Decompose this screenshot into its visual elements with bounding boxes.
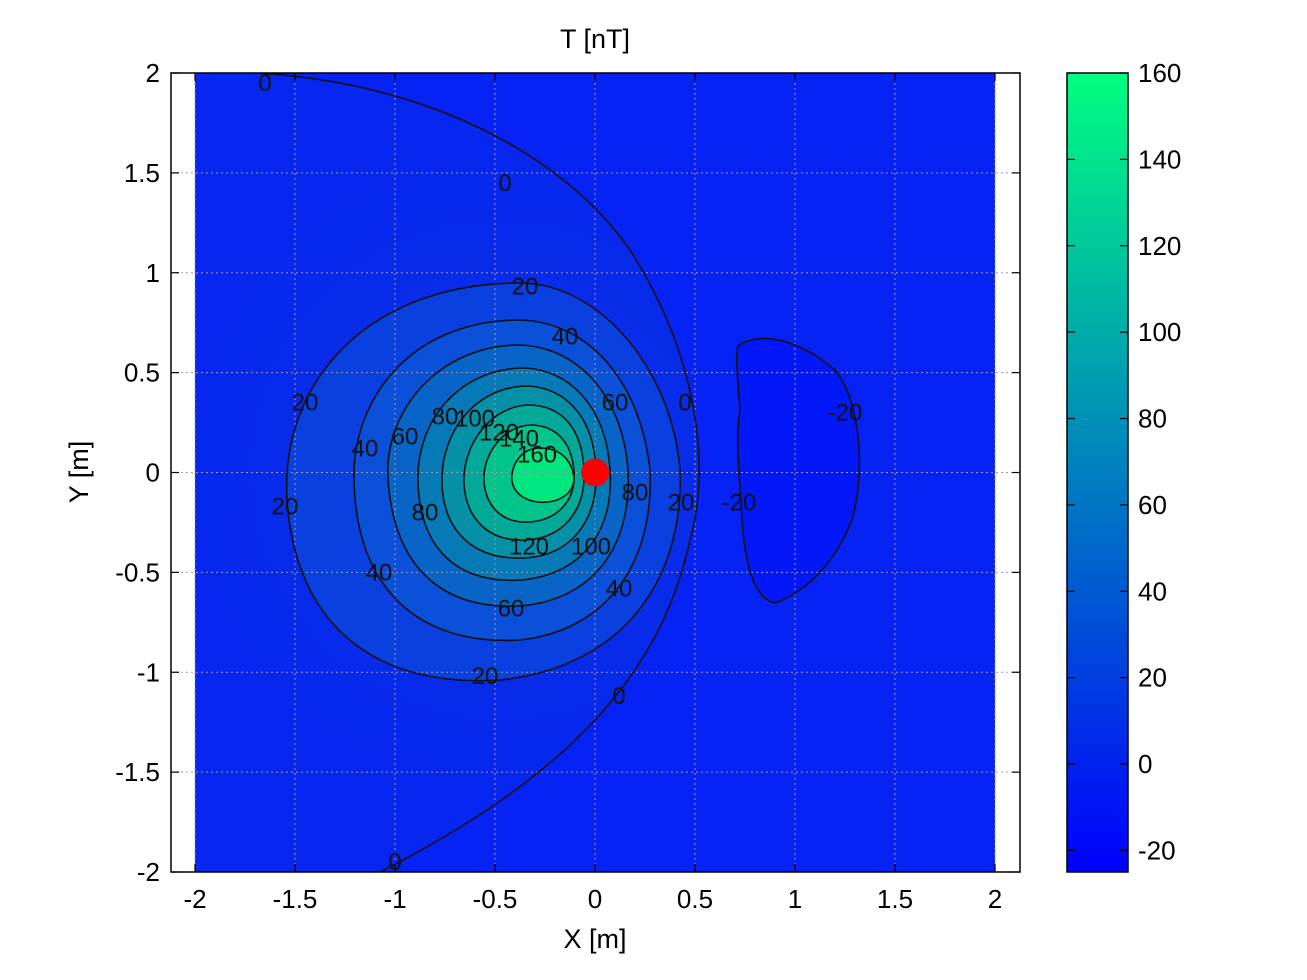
contour-label: 160	[517, 442, 557, 469]
contour-label: 20	[668, 489, 695, 516]
contour-line-60	[387, 344, 630, 607]
contour-label: 80	[432, 404, 459, 431]
x-axis-ticks: -2 -1.5 -1 -0.5 0 0.5 1 1.5 2	[183, 73, 1002, 914]
colorbar-tick-label: 120	[1138, 231, 1181, 261]
colorbar-ticks: 160 140 120 100 80 60 40 20 0 -20	[1067, 58, 1181, 865]
contour-label: 20	[472, 663, 499, 690]
contour-label: 0	[388, 849, 401, 876]
x-tick-label: 1	[788, 884, 802, 914]
contour-labels: 0000020202020204040404060606080808010010…	[258, 70, 862, 876]
x-tick-label: -2	[183, 884, 206, 914]
colorbar-tick-label: 100	[1138, 317, 1181, 347]
contour-label: 0	[258, 70, 271, 97]
contour-label: 0	[678, 390, 691, 417]
colorbar-tick-label: 0	[1138, 749, 1152, 779]
y-tick-label: 2	[146, 58, 160, 88]
y-tick-label: 0	[146, 458, 160, 488]
contour-line-0-left	[255, 73, 700, 872]
colorbar-tick-label: 80	[1138, 404, 1167, 434]
y-tick-label: 0.5	[124, 358, 160, 388]
colorbar-tick-label: 20	[1138, 663, 1167, 693]
x-tick-label: -0.5	[473, 884, 518, 914]
contour-label: 120	[479, 420, 519, 447]
contour-label: 60	[392, 424, 419, 451]
contour-label: 20	[272, 493, 299, 520]
y-tick-label: -1	[137, 657, 160, 687]
contour-label: 100	[571, 533, 611, 560]
colorbar-tick-label: 140	[1138, 144, 1181, 174]
plot-area: 0000020202020204040404060606080808010010…	[115, 58, 1021, 914]
contour-fill-160	[511, 448, 574, 503]
y-tick-label: 1.5	[124, 158, 160, 188]
contour-line-140	[483, 424, 575, 523]
contour-label: 100	[455, 406, 495, 433]
contour-line-80	[417, 367, 612, 582]
contour-label: 0	[612, 683, 625, 710]
x-tick-label: -1	[383, 884, 406, 914]
contour-line-160	[511, 447, 575, 503]
colorbar-tick-label: 40	[1138, 576, 1167, 606]
contour-label: 80	[412, 499, 439, 526]
contour-lines	[255, 73, 861, 872]
colorbar-gradient	[1066, 72, 1129, 873]
x-axis-title: X [m]	[563, 924, 626, 954]
colorbar-tick-label: 60	[1138, 490, 1167, 520]
contour-label: -20	[722, 489, 757, 516]
colorbar-tick-label: -20	[1138, 835, 1176, 865]
y-axis-ticks: 2 1.5 1 0.5 0 -0.5 -1 -1.5 -2	[115, 58, 1020, 887]
y-axis-title: Y [m]	[64, 441, 94, 504]
contour-label: 40	[606, 575, 633, 602]
contour-label: 40	[352, 436, 379, 463]
contour-label: 20	[512, 274, 539, 301]
y-tick-label: 1	[146, 258, 160, 288]
contour-line-neg20	[735, 337, 861, 604]
grid	[171, 72, 1020, 873]
contour-line-100	[441, 385, 597, 559]
contour-label: 20	[292, 390, 319, 417]
x-tick-label: 1.5	[877, 884, 913, 914]
x-tick-label: -1.5	[273, 884, 318, 914]
x-tick-label: 2	[988, 884, 1002, 914]
contour-label: 120	[509, 533, 549, 560]
colorbar: 160 140 120 100 80 60 40 20 0 -20	[1066, 58, 1181, 873]
y-tick-label: -0.5	[115, 557, 160, 587]
contour-label: 40	[366, 559, 393, 586]
x-tick-label: 0	[588, 884, 602, 914]
contour-label: -20	[828, 400, 863, 427]
chart-title: T [nT]	[560, 24, 630, 54]
contour-label: 40	[552, 324, 579, 351]
contour-label: 0	[498, 170, 511, 197]
contour-label: 60	[498, 595, 525, 622]
contour-line-20	[285, 282, 681, 682]
contour-line-120	[463, 404, 585, 541]
colorbar-tick-label: 160	[1138, 58, 1181, 88]
contour-line-40	[353, 319, 652, 642]
y-tick-label: -2	[137, 857, 160, 887]
contour-fill-neg20	[736, 338, 860, 603]
contour-label: 140	[499, 426, 539, 453]
contour-label: 60	[602, 390, 629, 417]
contour-label: 80	[622, 479, 649, 506]
x-tick-label: 0.5	[677, 884, 713, 914]
y-tick-label: -1.5	[115, 757, 160, 787]
source-marker	[581, 458, 609, 487]
